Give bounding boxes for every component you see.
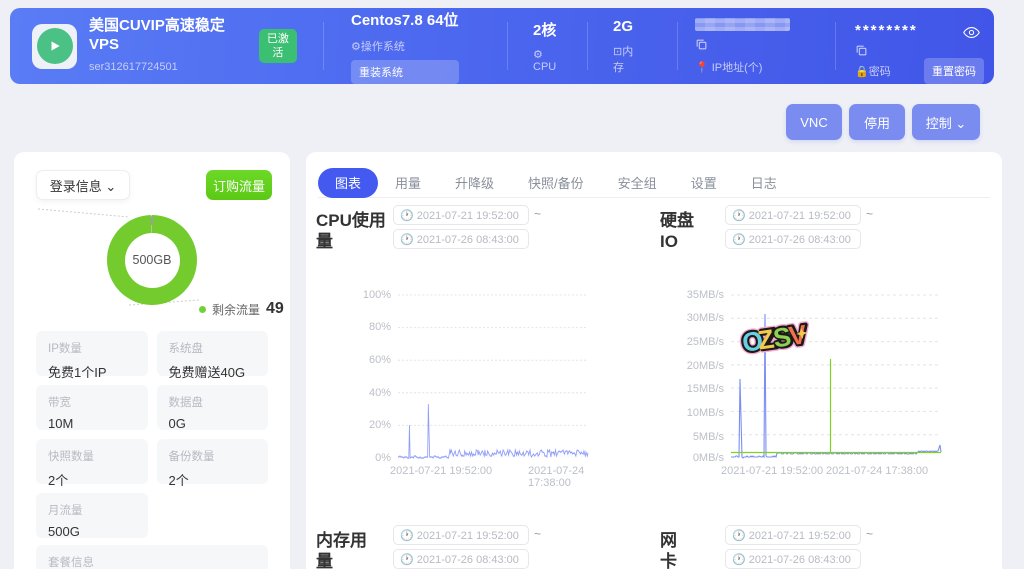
svg-text:V: V (787, 319, 809, 351)
